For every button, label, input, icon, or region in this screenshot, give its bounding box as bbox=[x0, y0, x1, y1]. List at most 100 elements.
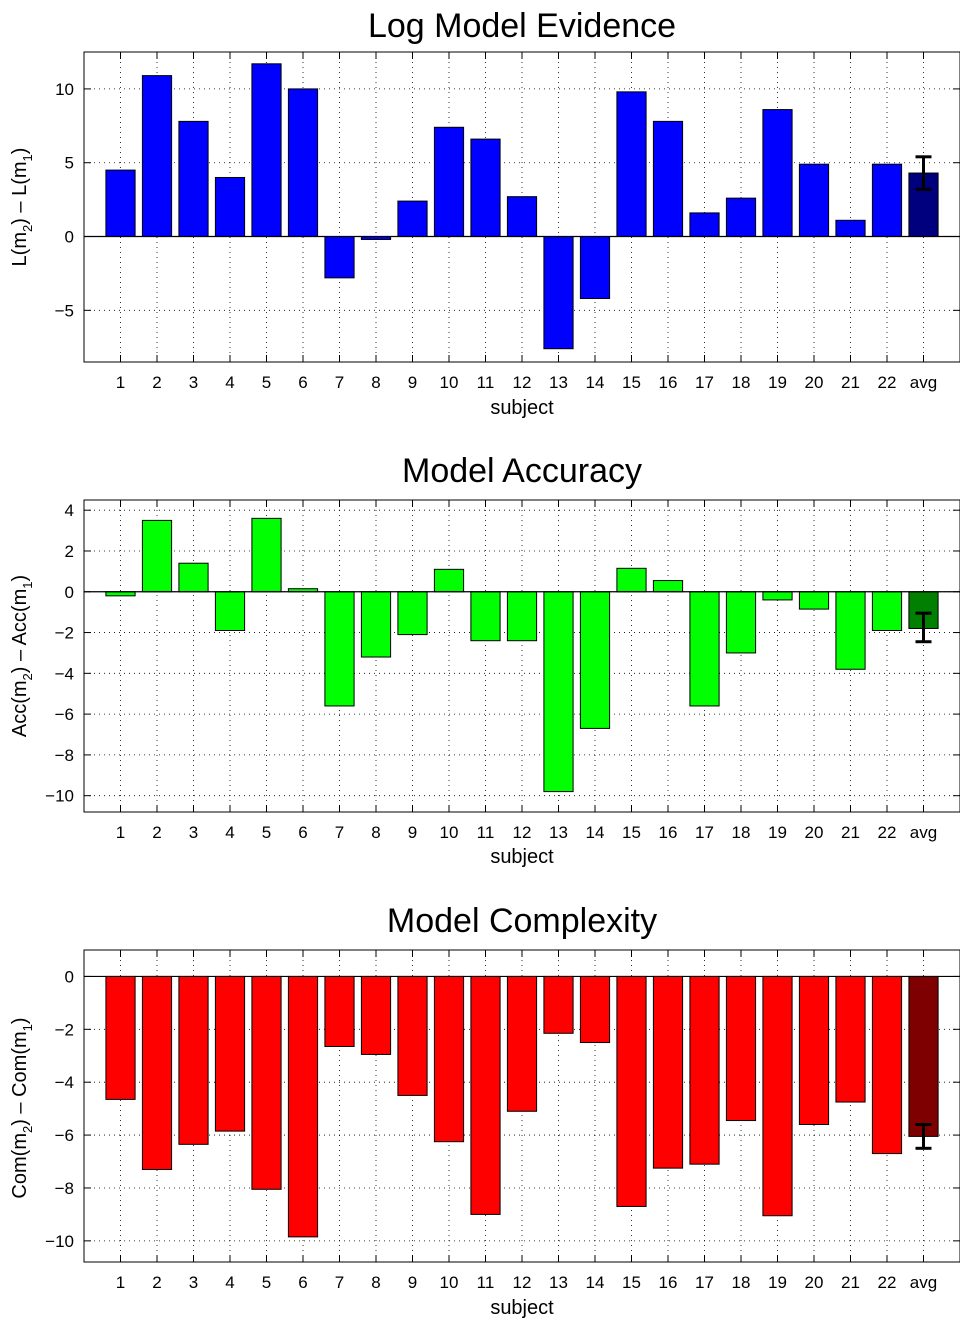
x-tick-label: 1 bbox=[116, 373, 125, 392]
x-tick-label: 10 bbox=[440, 823, 459, 842]
bar-15 bbox=[616, 975, 647, 1207]
bar-17 bbox=[689, 591, 720, 707]
bar-4 bbox=[214, 975, 246, 1132]
x-tick-label: 22 bbox=[878, 823, 897, 842]
bar-8 bbox=[360, 975, 392, 1055]
bar-19 bbox=[762, 975, 793, 1217]
x-tick-label: 16 bbox=[659, 373, 678, 392]
x-tick-label: 17 bbox=[695, 373, 714, 392]
bar-19 bbox=[762, 109, 793, 238]
bar-16 bbox=[652, 580, 684, 593]
bar-10 bbox=[433, 126, 465, 238]
x-tick-label: 20 bbox=[805, 373, 824, 392]
bar-13 bbox=[543, 975, 574, 1034]
x-tick-label: avg bbox=[910, 823, 937, 842]
bar-20 bbox=[798, 591, 830, 610]
x-tick-label: 7 bbox=[335, 373, 344, 392]
x-tick-label: 2 bbox=[152, 823, 161, 842]
x-tick-label: 16 bbox=[659, 823, 678, 842]
bar-3 bbox=[178, 975, 209, 1145]
x-tick-label: 1 bbox=[116, 1273, 125, 1292]
x-tick-label: 15 bbox=[622, 823, 641, 842]
x-tick-label: 10 bbox=[440, 1273, 459, 1292]
x-tick-label: 2 bbox=[152, 373, 161, 392]
y-tick-label: 5 bbox=[65, 154, 74, 173]
x-tick-label: 11 bbox=[477, 373, 495, 392]
bar-1 bbox=[105, 975, 136, 1100]
x-tick-label: 13 bbox=[549, 373, 568, 392]
bar-14 bbox=[579, 591, 611, 729]
y-tick-label: 0 bbox=[65, 583, 74, 602]
x-tick-label: 6 bbox=[298, 373, 307, 392]
bar-20 bbox=[798, 163, 830, 238]
chart-title-log-model-evidence: Log Model Evidence bbox=[368, 7, 676, 45]
x-tick-label: 11 bbox=[477, 1273, 495, 1292]
bar-22 bbox=[871, 591, 903, 632]
bar-7 bbox=[324, 236, 355, 279]
x-tick-label: 9 bbox=[408, 1273, 417, 1292]
x-tick-label: 19 bbox=[768, 823, 787, 842]
y-axis-label-model-accuracy: Acc(m2) – Acc(m1) bbox=[9, 575, 35, 737]
plot-area-model-complexity: −10−8−6−4−201 2 3 4 5 6 7 8 9 10 11 12 13 14 15 16 17 18 1… bbox=[45, 949, 960, 1292]
bar-12 bbox=[506, 591, 538, 642]
x-tick-label: 15 bbox=[622, 1273, 641, 1292]
x-tick-label: 5 bbox=[262, 823, 271, 842]
bar-14 bbox=[579, 236, 611, 300]
x-tick-label: 8 bbox=[371, 823, 380, 842]
x-axis-label-model-accuracy: subject bbox=[490, 846, 554, 868]
bar-8 bbox=[360, 591, 392, 658]
x-tick-label: 14 bbox=[586, 373, 605, 392]
x-tick-label: 7 bbox=[335, 823, 344, 842]
y-tick-label: −10 bbox=[45, 787, 74, 806]
y-tick-label: −5 bbox=[55, 301, 74, 320]
bar-1 bbox=[105, 169, 136, 238]
bar-6 bbox=[287, 88, 319, 238]
bar-12 bbox=[506, 196, 538, 238]
bar-7 bbox=[324, 591, 355, 707]
bar-1 bbox=[105, 591, 136, 597]
x-tick-label: 2 bbox=[152, 1273, 161, 1292]
x-tick-label: 21 bbox=[841, 823, 860, 842]
x-tick-label: 18 bbox=[732, 373, 751, 392]
y-tick-label: 2 bbox=[65, 542, 74, 561]
x-tick-label: 6 bbox=[298, 1273, 307, 1292]
bar-20 bbox=[798, 975, 830, 1126]
x-tick-label: 16 bbox=[659, 1273, 678, 1292]
bar-18 bbox=[725, 591, 757, 654]
x-tick-label: 10 bbox=[440, 373, 459, 392]
bar-21 bbox=[835, 591, 866, 670]
bar-5 bbox=[251, 975, 282, 1190]
bar-22 bbox=[871, 975, 903, 1155]
x-tick-label: 13 bbox=[549, 823, 568, 842]
x-tick-label: 18 bbox=[732, 823, 751, 842]
chart-title-model-complexity: Model Complexity bbox=[387, 902, 657, 940]
x-tick-label: 12 bbox=[513, 373, 532, 392]
bar-2 bbox=[141, 519, 173, 593]
x-tick-label: 1 bbox=[116, 823, 125, 842]
bar-17 bbox=[689, 975, 720, 1165]
bar-12 bbox=[506, 975, 538, 1112]
x-tick-label: 12 bbox=[513, 1273, 532, 1292]
y-tick-label: −8 bbox=[55, 1179, 74, 1198]
bar-3 bbox=[178, 562, 209, 593]
bar-7 bbox=[324, 975, 355, 1048]
bar-avg bbox=[908, 975, 939, 1137]
x-tick-label: 4 bbox=[225, 373, 234, 392]
x-tick-label: 15 bbox=[622, 373, 641, 392]
x-tick-label: 3 bbox=[189, 373, 198, 392]
x-tick-label: 18 bbox=[732, 1273, 751, 1292]
x-tick-label: 8 bbox=[371, 1273, 380, 1292]
bar-9 bbox=[397, 200, 428, 238]
bar-5 bbox=[251, 63, 282, 238]
x-tick-label: 3 bbox=[189, 823, 198, 842]
bar-10 bbox=[433, 568, 465, 593]
bar-10 bbox=[433, 975, 465, 1143]
y-tick-label: −6 bbox=[55, 705, 74, 724]
x-tick-label: 20 bbox=[805, 1273, 824, 1292]
x-tick-label: 13 bbox=[549, 1273, 568, 1292]
y-tick-label: −10 bbox=[45, 1232, 74, 1251]
